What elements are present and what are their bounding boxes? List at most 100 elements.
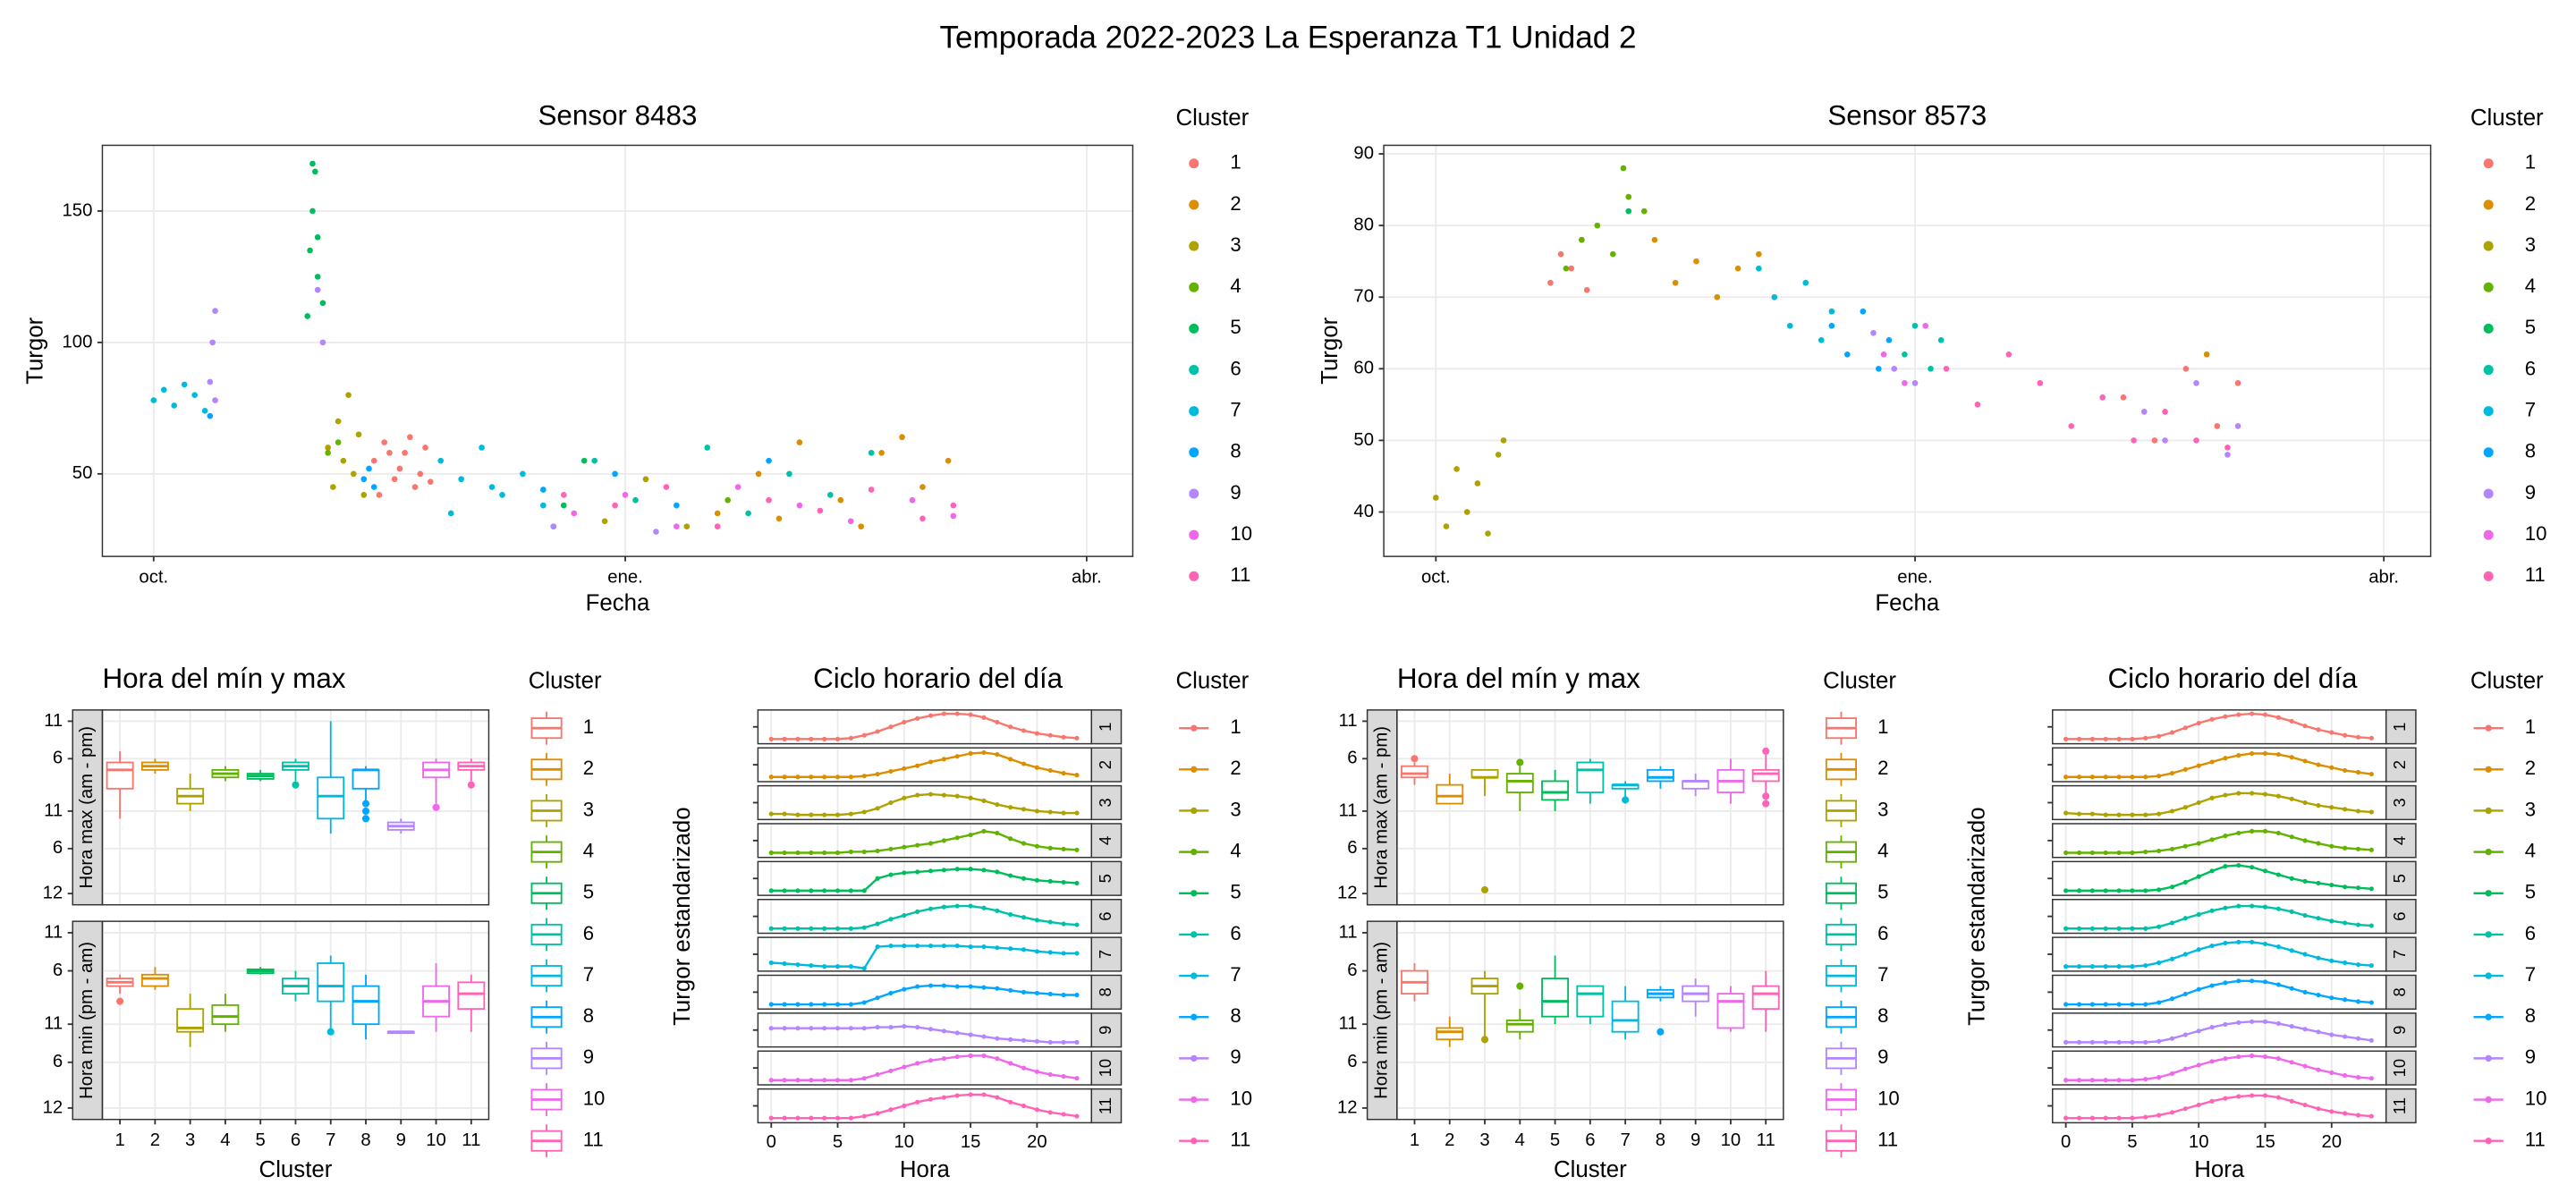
- point: [1021, 1103, 1027, 1109]
- point: [2063, 1078, 2069, 1083]
- point: [2196, 720, 2201, 726]
- point: [1902, 380, 1908, 386]
- y-axis-label: Turgor: [22, 317, 47, 385]
- facet-label: 4: [2390, 836, 2409, 845]
- point: [2250, 1053, 2255, 1059]
- facet-label: 9: [1096, 1026, 1114, 1035]
- point: [2289, 1098, 2294, 1104]
- point: [782, 888, 787, 893]
- point: [809, 962, 814, 969]
- point: [2103, 1002, 2108, 1007]
- legend-label: 11: [1877, 1129, 1898, 1151]
- point: [2329, 843, 2334, 849]
- point: [817, 507, 824, 514]
- point: [795, 1026, 801, 1031]
- point: [822, 775, 827, 780]
- point: [848, 1002, 853, 1007]
- point: [2343, 1072, 2348, 1079]
- point: [1034, 877, 1039, 883]
- point: [888, 768, 894, 775]
- point: [822, 812, 827, 817]
- point: [2343, 732, 2348, 738]
- point: [2209, 716, 2215, 722]
- point: [345, 392, 352, 399]
- legend-label: 11: [2525, 1129, 2546, 1151]
- point: [2063, 964, 2069, 969]
- point: [2275, 982, 2281, 987]
- y-tick-label: 6: [1347, 838, 1357, 858]
- outlier: [1657, 1028, 1665, 1036]
- facet-strip: [2385, 898, 2417, 935]
- point: [724, 496, 732, 504]
- point: [704, 444, 711, 451]
- point: [2368, 735, 2374, 741]
- point: [411, 484, 419, 490]
- legend-label: 6: [2525, 922, 2536, 944]
- point: [915, 792, 920, 798]
- x-tick-label: 6: [1585, 1130, 1595, 1150]
- facet-label: Hora max (am - pm): [77, 726, 97, 889]
- point: [968, 795, 973, 800]
- y-tick-label: 11: [1338, 711, 1357, 731]
- box: [317, 776, 345, 820]
- y-axis-label: Turgor: [1318, 317, 1343, 385]
- point: [1021, 761, 1027, 766]
- point: [622, 492, 629, 498]
- legend-key: [1191, 807, 1198, 815]
- point: [370, 457, 377, 464]
- legend-key: [2483, 282, 2494, 292]
- point: [2343, 997, 2348, 1003]
- point: [2116, 850, 2122, 856]
- legend-label: 1: [2525, 715, 2536, 738]
- legend-title: Cluster: [1175, 668, 1249, 693]
- point: [795, 812, 801, 817]
- point: [2275, 872, 2281, 877]
- point: [1911, 322, 1919, 329]
- point: [2143, 735, 2148, 741]
- point: [2368, 809, 2374, 815]
- point: [2368, 1113, 2374, 1119]
- legend-label: 2: [1230, 757, 1241, 779]
- facet-strip: [1090, 974, 1123, 1010]
- point: [2289, 718, 2294, 724]
- point: [822, 1078, 827, 1083]
- point: [1074, 735, 1080, 741]
- point: [1579, 236, 1585, 243]
- point: [2209, 908, 2215, 913]
- point: [2103, 812, 2108, 817]
- point: [1021, 915, 1027, 920]
- point: [2005, 351, 2012, 358]
- legend-key: [2485, 931, 2492, 938]
- point: [1911, 380, 1919, 386]
- point: [1074, 951, 1080, 956]
- point: [2262, 1054, 2268, 1060]
- facet-strip: [1090, 823, 1123, 859]
- box: [1576, 985, 1605, 1018]
- point: [2368, 886, 2374, 892]
- y-tick-label: 11: [44, 1014, 63, 1034]
- legend-label: 1: [2525, 151, 2536, 174]
- plot-border: [1396, 709, 1784, 906]
- point: [875, 1071, 880, 1078]
- box: [1505, 773, 1534, 793]
- point: [2169, 846, 2175, 851]
- point: [809, 888, 814, 893]
- x-tick-label: 20: [2321, 1132, 2342, 1152]
- legend-key: [2485, 972, 2492, 979]
- point: [2157, 848, 2162, 853]
- point: [1021, 1065, 1027, 1071]
- legend-key: [2483, 488, 2494, 499]
- point: [981, 905, 987, 910]
- point: [835, 775, 841, 780]
- facet-strip: [2385, 823, 2417, 859]
- point: [795, 1002, 801, 1007]
- point: [1568, 265, 1575, 272]
- point: [768, 736, 774, 741]
- point: [1594, 222, 1601, 229]
- legend-label: 6: [1877, 922, 1888, 944]
- legend-label: 6: [2525, 357, 2536, 379]
- point: [2103, 926, 2108, 931]
- point: [915, 842, 920, 848]
- point: [1047, 919, 1053, 925]
- x-tick-label: 2: [1445, 1130, 1454, 1150]
